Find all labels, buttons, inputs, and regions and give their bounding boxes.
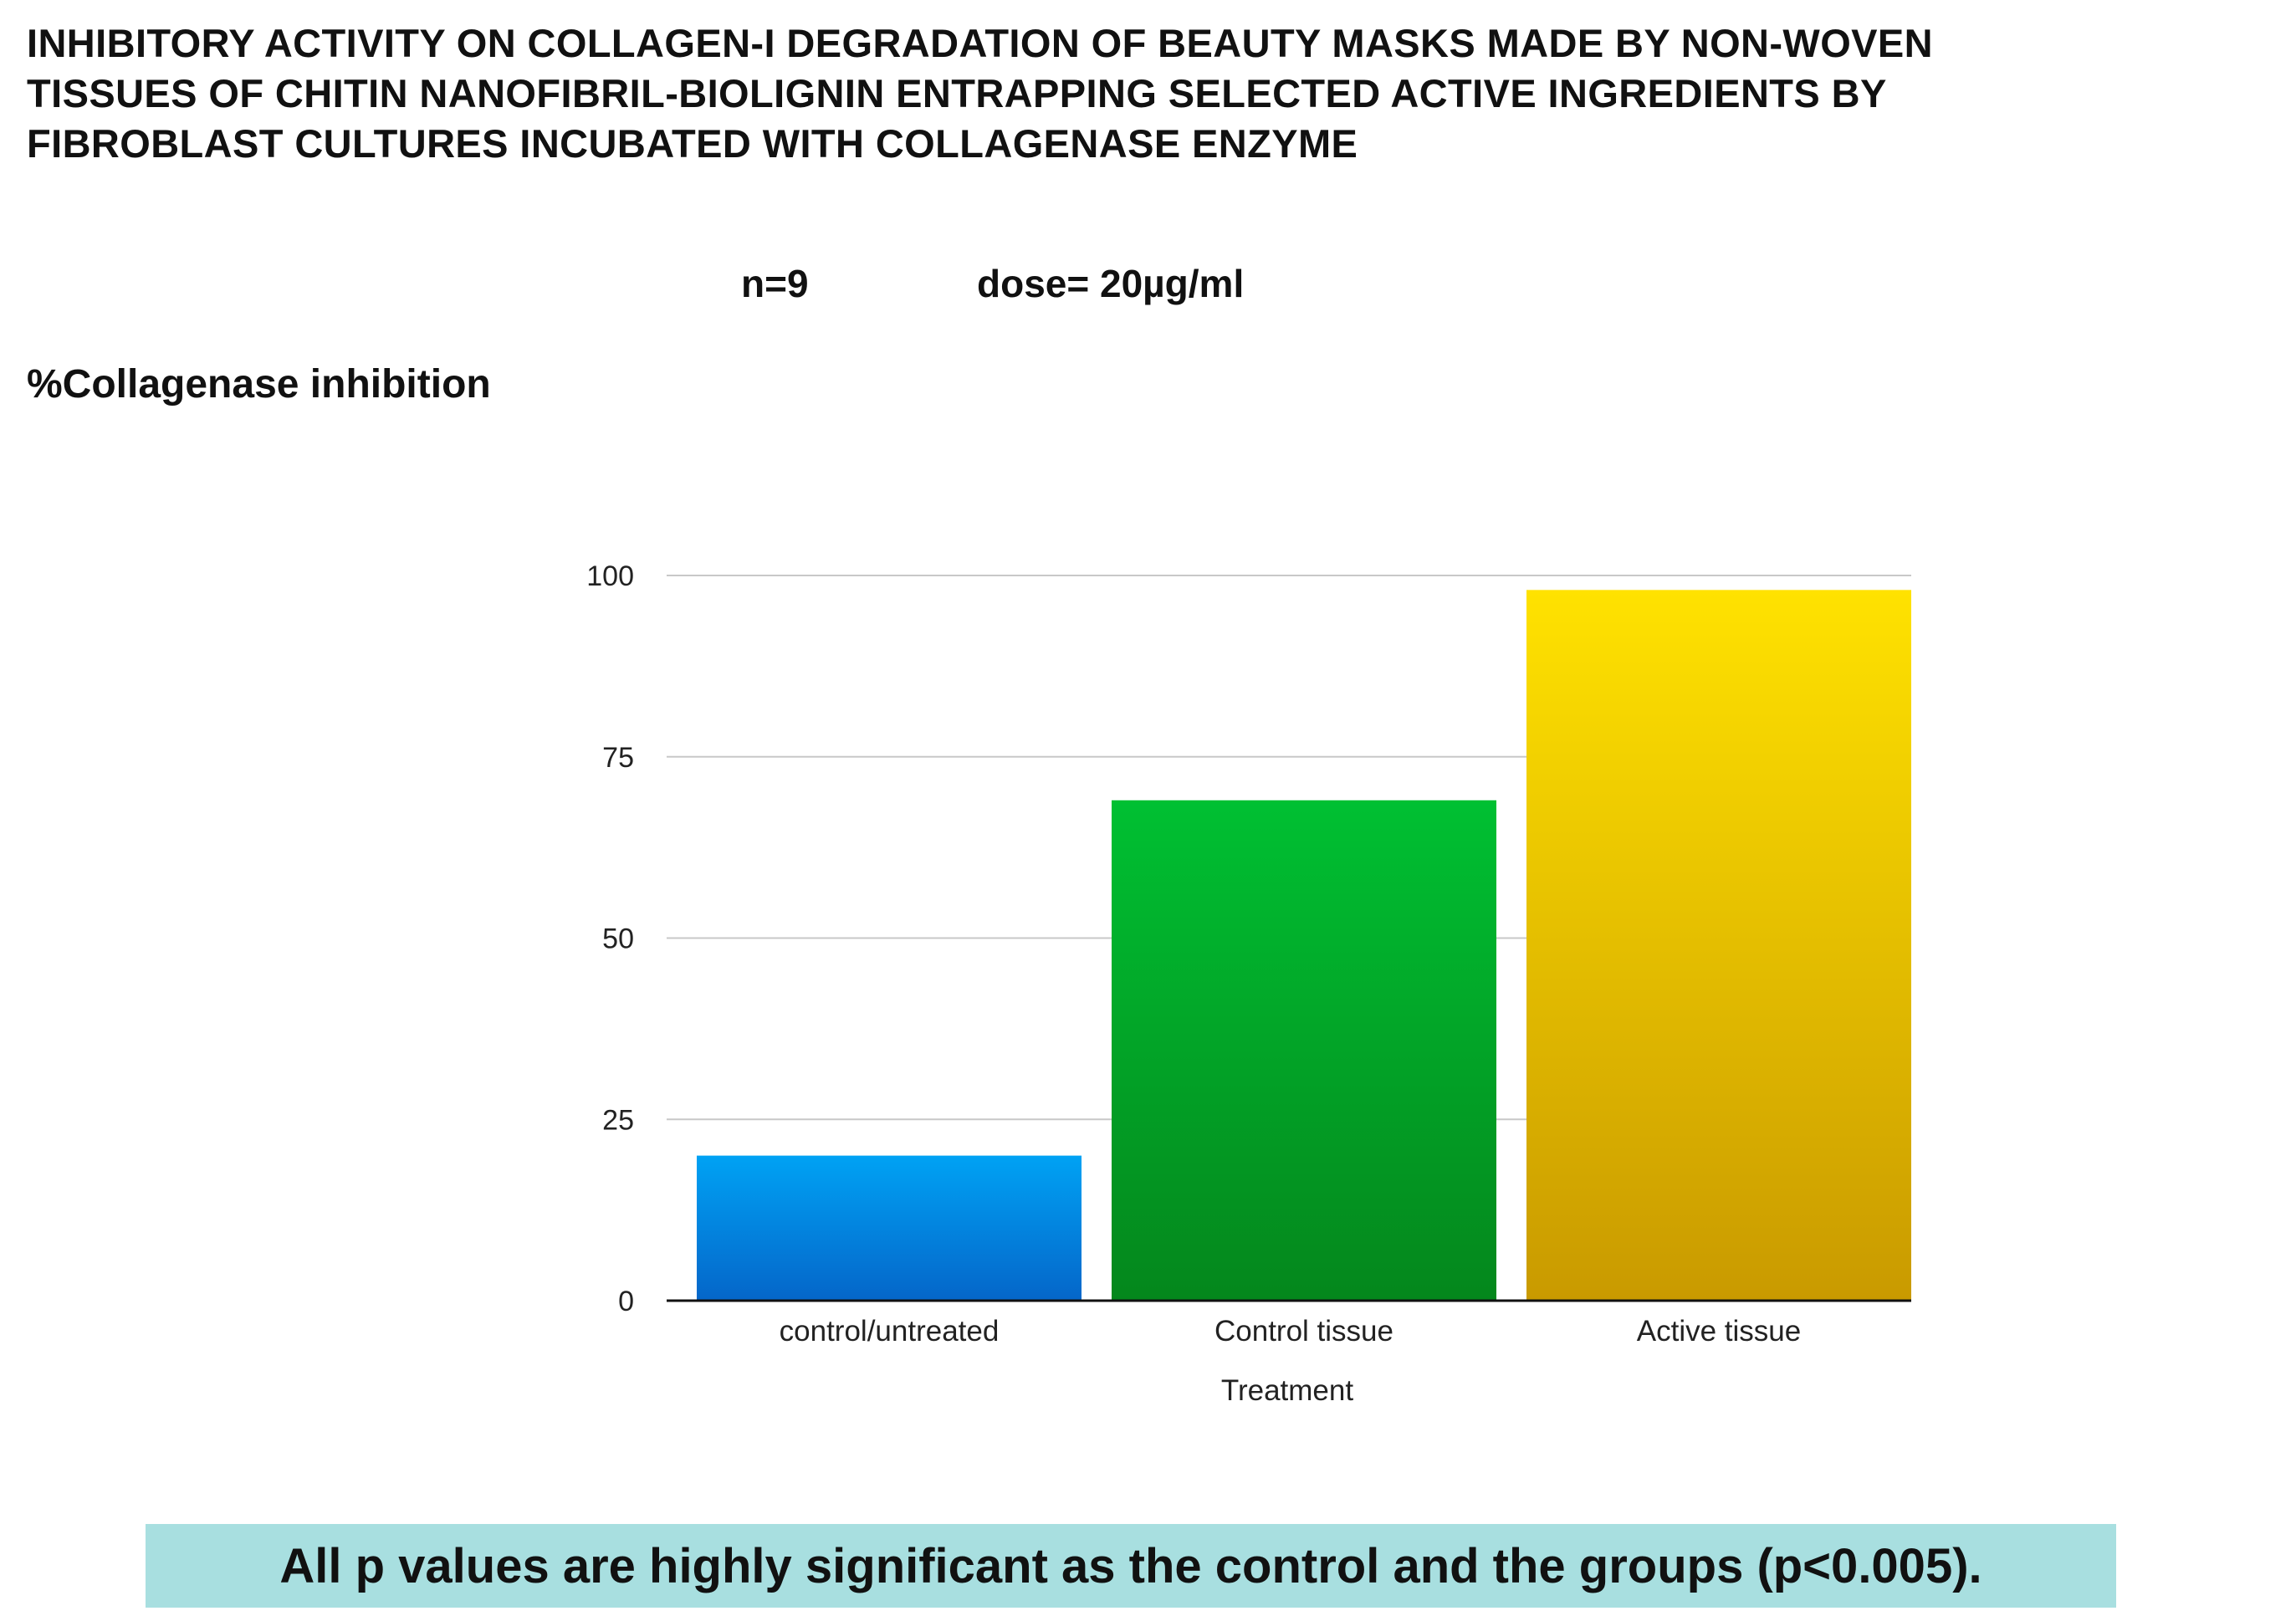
x-tick-label-2: Active tissue xyxy=(1637,1315,1801,1348)
bar-control-tissue xyxy=(1112,800,1496,1301)
y-tick-label-50: 50 xyxy=(602,923,634,955)
bar-control-untreated xyxy=(697,1155,1082,1301)
significance-note: All p values are highly significant as t… xyxy=(146,1524,2116,1608)
chart-title-line-1: INHIBITORY ACTIVITY ON COLLAGEN-I DEGRAD… xyxy=(27,21,1933,65)
dose-label: dose= 20µg/ml xyxy=(977,262,1245,305)
x-axis-label: Treatment xyxy=(1221,1374,1353,1407)
y-axis-label: %Collagenase inhibition xyxy=(27,362,491,407)
x-tick-label-0: control/untreated xyxy=(780,1315,1000,1348)
chart-title: INHIBITORY ACTIVITY ON COLLAGEN-I DEGRAD… xyxy=(27,18,2285,169)
y-tick-label-0: 0 xyxy=(618,1286,634,1317)
x-tick-label-1: Control tissue xyxy=(1214,1315,1393,1348)
bar-active-tissue xyxy=(1526,590,1911,1301)
chart-title-line-3: FIBROBLAST CULTURES INCUBATED WITH COLLA… xyxy=(27,121,1358,166)
y-tick-label-25: 25 xyxy=(602,1104,634,1136)
sample-size-label: n=9 xyxy=(741,262,809,305)
chart-title-line-2: TISSUES OF CHITIN NANOFIBRIL-BIOLIGNIN E… xyxy=(27,71,1887,115)
y-tick-label-100: 100 xyxy=(586,560,634,592)
y-tick-label-75: 75 xyxy=(602,742,634,774)
bar-chart: 0 25 50 75 100 control/untreated Control tissu… xyxy=(586,560,1911,1407)
